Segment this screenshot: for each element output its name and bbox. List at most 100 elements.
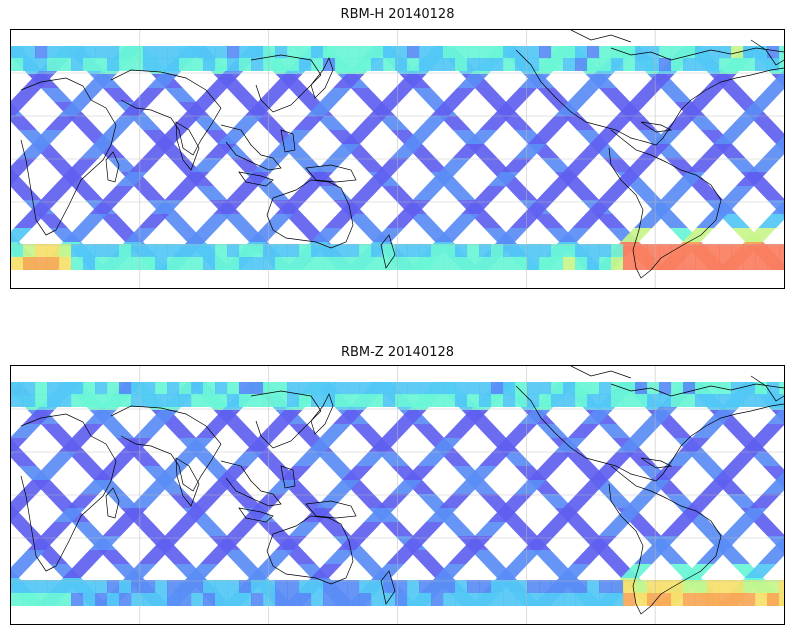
band-cell: [623, 593, 636, 606]
band-cell: [491, 58, 504, 71]
band-cell: [71, 257, 84, 270]
orbit-track-segment: [80, 144, 112, 158]
band-cell: [395, 382, 408, 395]
orbit-track-segment: [417, 494, 449, 508]
band-cell: [515, 382, 528, 395]
orbit-track-segment: [643, 74, 675, 88]
coastline: [750, 375, 784, 402]
orbit-track-segment: [191, 116, 223, 130]
band-cell: [479, 257, 492, 270]
band-cell: [467, 257, 480, 270]
orbit-track-segment: [740, 102, 772, 116]
band-cell: [695, 593, 708, 606]
band-cell: [179, 394, 192, 407]
band-cell: [155, 580, 168, 593]
orbit-track-segment: [11, 228, 33, 242]
band-cell: [635, 382, 648, 395]
orbit-track-segment: [395, 410, 427, 424]
band-cell: [119, 257, 132, 270]
orbit-track-segment: [532, 550, 564, 564]
orbit-track-segment: [625, 452, 657, 466]
band-cell: [503, 382, 516, 395]
band-cell: [47, 394, 60, 407]
band-cell: [707, 593, 720, 606]
band-cell: [395, 46, 408, 59]
orbit-track-segment: [506, 186, 538, 200]
orbit-track-segment: [581, 74, 613, 88]
band-cell: [479, 382, 492, 395]
band-cell: [599, 394, 612, 407]
orbit-track-segment: [412, 186, 444, 200]
band-cell: [23, 257, 36, 270]
band-cell: [311, 58, 324, 71]
band-cell: [299, 382, 312, 395]
band-cell: [275, 257, 288, 270]
orbit-track-segment: [226, 88, 259, 102]
orbit-track-segment: [377, 452, 409, 466]
band-cell: [155, 394, 168, 407]
band-cell: [47, 257, 60, 270]
orbit-track-segment: [11, 522, 42, 536]
band-cell: [767, 46, 780, 59]
band-cell: [167, 580, 180, 593]
band-cell: [647, 257, 660, 270]
orbit-track-segment: [98, 550, 130, 564]
coastline: [515, 385, 784, 482]
band-cell: [503, 244, 516, 257]
orbit-track-segment: [231, 494, 263, 508]
band-cell: [335, 580, 348, 593]
band-cell: [431, 580, 444, 593]
band-cell: [71, 593, 84, 606]
orbit-track-segment: [160, 214, 192, 228]
orbit-track-segment: [266, 480, 298, 494]
band-cell: [35, 580, 48, 593]
band-cell: [11, 382, 24, 395]
coastline: [305, 500, 357, 519]
band-cell: [443, 382, 456, 395]
band-cell: [71, 382, 84, 395]
orbit-track-segment: [200, 214, 232, 228]
orbit-track-segment: [443, 424, 476, 438]
orbit-track-segment: [563, 158, 595, 172]
band-cell: [203, 58, 216, 71]
band-cell: [479, 58, 492, 71]
coastline: [570, 366, 632, 379]
band-cell: [11, 394, 24, 407]
band-cell: [539, 46, 552, 59]
band-cell: [179, 244, 192, 257]
orbit-track-segment: [576, 144, 608, 158]
orbit-track-segment: [266, 144, 298, 158]
band-cell: [239, 257, 252, 270]
orbit-track-segment: [727, 158, 759, 172]
band-cell: [515, 593, 528, 606]
orbit-track-segment: [333, 410, 365, 424]
orbit-track-segment: [426, 508, 458, 522]
orbit-track-segment: [771, 536, 784, 550]
orbit-track-segment: [722, 186, 754, 200]
orbit-track-segment: [178, 172, 210, 186]
band-cell: [59, 382, 72, 395]
orbit-track-segment: [40, 424, 73, 438]
band-cell: [191, 257, 204, 270]
band-cell: [767, 382, 780, 395]
band-cell: [59, 257, 72, 270]
band-cell: [515, 257, 528, 270]
orbit-track-segment: [31, 130, 64, 144]
band-cell: [95, 257, 108, 270]
orbit-track-segment: [496, 564, 529, 578]
band-cell: [167, 257, 180, 270]
orbit-track-segment: [328, 480, 360, 494]
orbit-track-segment: [505, 424, 538, 438]
band-cell: [383, 382, 396, 395]
band-cell: [107, 58, 120, 71]
band-cell: [167, 382, 180, 395]
band-cell: [119, 394, 132, 407]
band-cell: [683, 58, 696, 71]
band-cell: [35, 58, 48, 71]
orbit-track-segment: [612, 172, 644, 186]
orbit-track-segment: [581, 410, 613, 424]
orbit-track-segment: [368, 438, 400, 452]
band-cell: [335, 46, 348, 59]
band-cell: [455, 46, 468, 59]
orbit-track-segment: [754, 522, 784, 536]
